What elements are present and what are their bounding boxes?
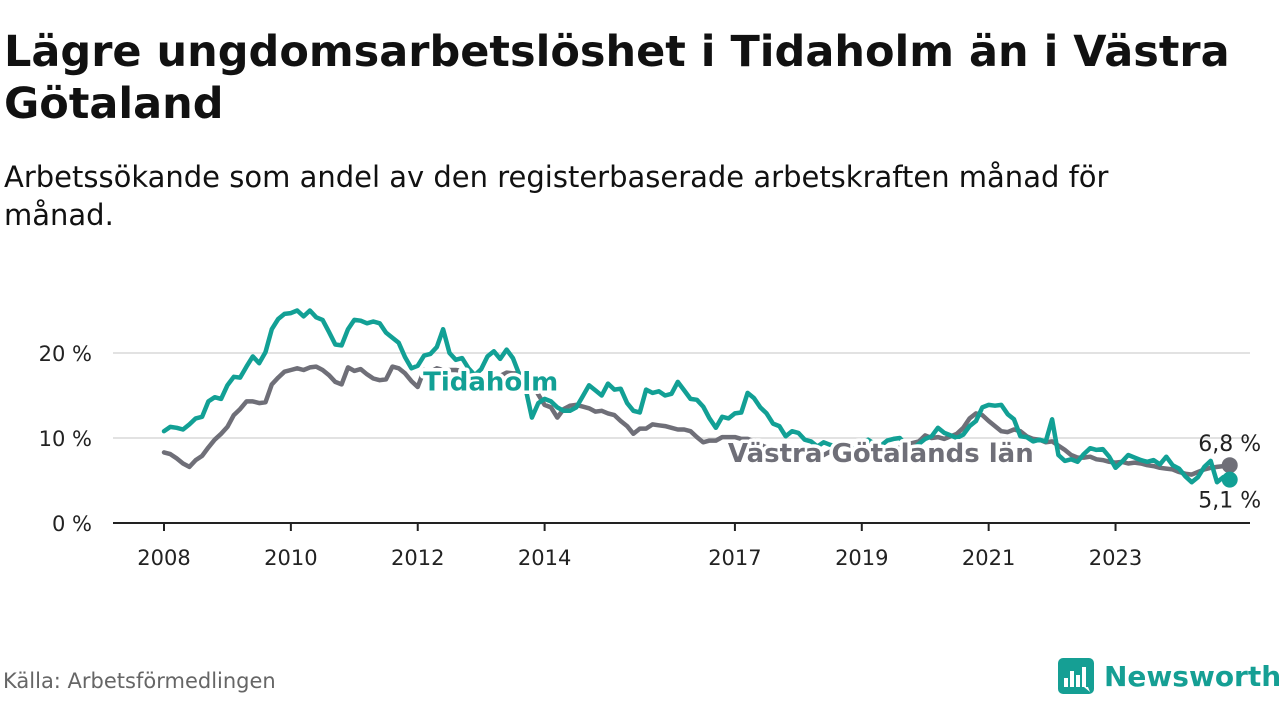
series-layer xyxy=(161,308,1238,488)
x-tick-label: 2019 xyxy=(835,546,888,570)
label-layer: 0 % 10 % 20 % 2008 2010 2012 2014 2017 2019 2021 2… xyxy=(39,342,1262,570)
y-tick-label: 0 % xyxy=(52,512,92,536)
chart-title: Lägre ungdomsarbetslöshet i Tidaholm än … xyxy=(4,27,1230,129)
x-tick-label: 2010 xyxy=(264,546,317,570)
x-tick-label: 2017 xyxy=(708,546,761,570)
y-tick-label: 20 % xyxy=(39,342,92,366)
x-tick-label: 2008 xyxy=(137,546,190,570)
end-value-label-vastra-gotaland: 6,8 % xyxy=(1198,432,1261,457)
series-label: Tidaholm xyxy=(423,367,558,397)
x-tick-label: 2014 xyxy=(518,546,571,570)
end-marker-vastra-gotaland xyxy=(1221,457,1238,474)
brand-logo[interactable]: Newsworthy xyxy=(1058,655,1280,697)
series-line-tidaholm xyxy=(161,308,1232,485)
brand-name: Newsworthy xyxy=(1104,659,1280,693)
source-note: Källa: Arbetsförmedlingen xyxy=(3,669,276,693)
series-line-vastra-gotaland xyxy=(161,364,1232,477)
x-tick-label: 2023 xyxy=(1089,546,1142,570)
grid-layer xyxy=(113,352,1250,531)
y-tick-label: 10 % xyxy=(39,427,92,451)
x-tick-label: 2021 xyxy=(962,546,1015,570)
end-marker-tidaholm xyxy=(1221,471,1238,488)
chart-subtitle: Arbetssökande som andel av den registerb… xyxy=(4,160,1109,232)
series-label: Västra Götalands län xyxy=(728,439,1034,469)
end-value-label-tidaholm: 5,1 % xyxy=(1198,489,1261,514)
newsworthy-logo-icon xyxy=(1058,658,1094,694)
x-tick-label: 2012 xyxy=(391,546,444,570)
